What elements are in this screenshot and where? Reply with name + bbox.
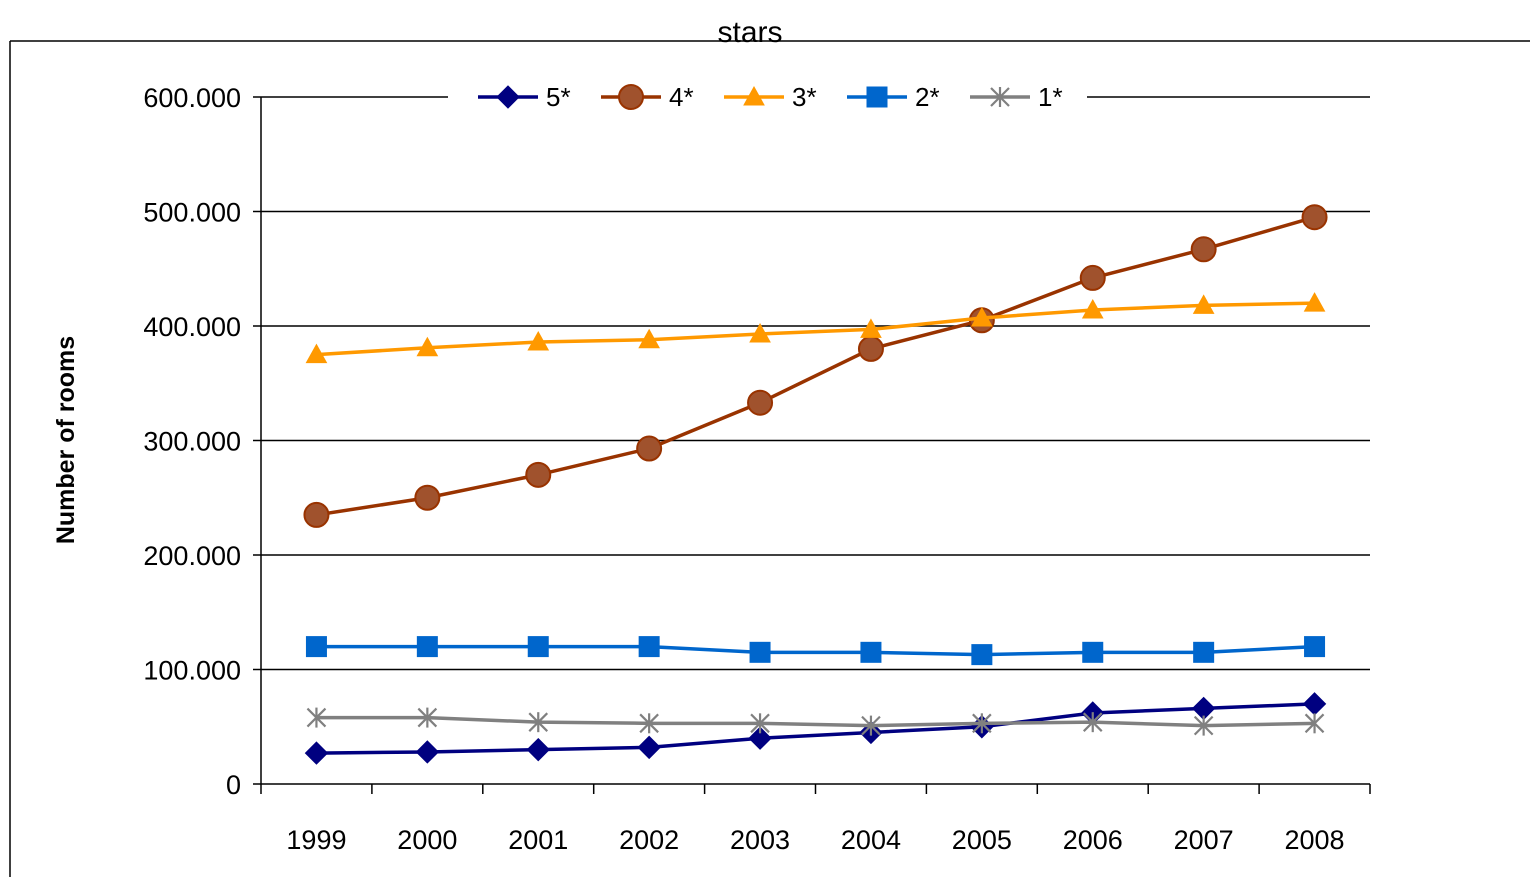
legend-label-4: 1*: [1038, 82, 1063, 112]
point-0-2001: [526, 737, 550, 762]
legend-item-3: 2*: [847, 82, 940, 112]
point-4-2002: [639, 713, 659, 734]
legend-label-3: 2*: [915, 82, 940, 112]
y-tick-label-5: 500.000: [143, 198, 241, 228]
x-tick-label-2001: 2001: [508, 825, 568, 855]
point-0-2002: [637, 735, 661, 760]
point-1-2007: [1190, 236, 1217, 263]
point-1-2008: [1301, 204, 1328, 231]
y-tick-label-6: 600.000: [143, 83, 241, 113]
legend-marker-0: [496, 85, 520, 109]
point-4-1999: [306, 707, 327, 728]
point-0-2000: [415, 740, 440, 764]
x-tick-label-1999: 1999: [286, 825, 346, 855]
x-tick-label-2000: 2000: [397, 825, 457, 855]
x-tick-label-2005: 2005: [952, 825, 1012, 855]
point-3-2005: [971, 644, 993, 666]
point-3-2002: [638, 636, 660, 658]
point-2-2002: [638, 328, 660, 349]
series-group: [303, 204, 1328, 765]
point-4-2004: [861, 715, 881, 736]
point-4-2003: [750, 713, 770, 734]
point-1-2004: [857, 335, 884, 362]
legend-marker-4: [990, 87, 1010, 107]
legend-label-2: 3*: [792, 82, 817, 112]
x-tick-label-2003: 2003: [730, 825, 790, 855]
gridlines: [261, 96, 1370, 671]
point-1-2003: [747, 389, 774, 416]
series-3: [305, 636, 1326, 666]
series-2: [305, 292, 1326, 364]
point-1-2000: [414, 484, 441, 511]
series-0: [304, 692, 1327, 765]
point-3-2007: [1193, 641, 1215, 663]
y-tick-label-3: 300.000: [143, 427, 241, 457]
series-1: [303, 204, 1328, 528]
chart-title: stars: [717, 16, 782, 49]
x-tick-label-2002: 2002: [619, 825, 679, 855]
point-3-2004: [860, 641, 882, 663]
y-tick-labels: 0 100.000 200.000 300.000 400.000 500.000 600.…: [143, 83, 241, 800]
y-tick-label-0: 0: [226, 770, 241, 800]
point-3-2003: [749, 641, 771, 663]
point-1-2001: [525, 461, 552, 488]
x-tick-label-2006: 2006: [1063, 825, 1123, 855]
point-2-2007: [1192, 294, 1215, 314]
series-4: [306, 707, 1325, 736]
legend: 5* 4* 3* 2* 1*: [448, 79, 1087, 115]
point-3-1999: [305, 636, 327, 658]
legend-item-4: 1*: [970, 82, 1063, 112]
y-tick-label-4: 400.000: [143, 312, 241, 342]
series-line-1: [316, 215, 1316, 517]
point-0-1999: [304, 741, 329, 765]
point-2-1999: [305, 343, 328, 364]
y-axis-label: Number of rooms: [52, 336, 80, 544]
legend-marker-2: [743, 85, 765, 106]
point-4-2006: [1082, 712, 1103, 733]
legend-item-2: 3*: [724, 82, 817, 112]
legend-marker-1: [618, 84, 644, 110]
legend-label-1: 4*: [669, 82, 694, 112]
x-tick-labels: 1999 2000 2001 2002 2003 2004 2005 2006 2007 2008: [286, 825, 1344, 855]
point-4-2007: [1193, 715, 1214, 736]
point-0-2008: [1302, 692, 1327, 716]
point-3-2000: [416, 636, 438, 658]
legend-item-0: 5*: [478, 82, 571, 112]
point-2-2001: [527, 331, 550, 351]
point-2-2008: [1303, 292, 1326, 312]
y-tick-label-1: 100.000: [143, 656, 241, 686]
legend-marker-3: [866, 86, 888, 108]
point-3-2008: [1304, 636, 1326, 658]
point-4-2008: [1304, 713, 1325, 734]
point-4-2005: [972, 713, 992, 734]
point-3-2001: [527, 636, 549, 658]
series-line-0: [316, 702, 1315, 755]
x-tick-label-2007: 2007: [1174, 825, 1234, 855]
legend-label-0: 5*: [546, 82, 571, 112]
point-2-2006: [1081, 298, 1104, 319]
series-line-2: [316, 301, 1315, 357]
x-tick-label-2004: 2004: [841, 825, 901, 855]
legend-item-1: 4*: [601, 82, 694, 112]
point-2-2000: [416, 336, 439, 357]
point-4-2001: [528, 712, 549, 733]
series-line-4: [316, 715, 1315, 728]
x-tick-label-2008: 2008: [1285, 825, 1345, 855]
point-1-2002: [636, 435, 663, 462]
point-2-2004: [860, 318, 882, 338]
point-1-2006: [1079, 264, 1106, 291]
axes: [253, 96, 1371, 794]
point-3-2006: [1082, 641, 1104, 663]
point-1-1999: [303, 501, 330, 528]
point-2-2003: [749, 322, 771, 343]
point-2-2005: [971, 306, 993, 327]
series-line-3: [316, 644, 1315, 657]
point-0-2003: [748, 726, 772, 750]
point-4-2000: [417, 707, 438, 728]
y-tick-label-2: 200.000: [143, 541, 241, 571]
